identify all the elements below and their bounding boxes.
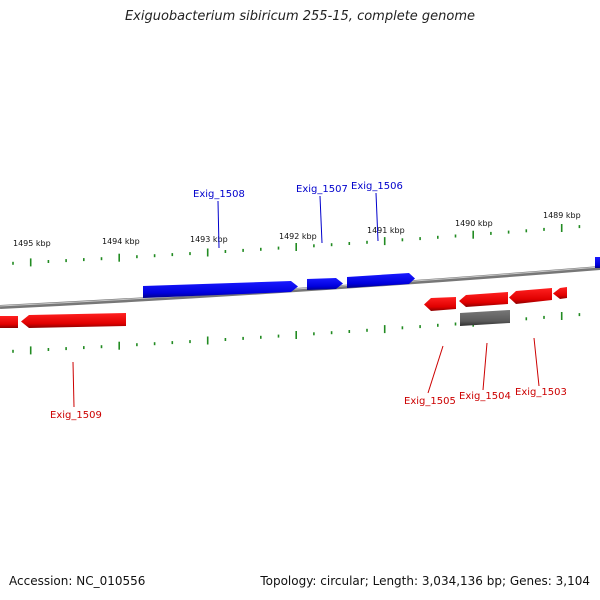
accession-label: Accession: [9,574,73,588]
gene-exig-1507[interactable] [307,278,343,290]
leader-exig-1505 [427,345,444,394]
label-exig-1508: Exig_1508 [193,189,245,200]
position-label-1493: 1493 kbp [190,235,228,244]
topology-label: Topology: [260,574,317,588]
position-label-1489: 1489 kbp [543,211,581,220]
label-exig-1509: Exig_1509 [50,410,102,421]
genome-backbone-highlight [0,266,600,307]
gene-exig-1503-a[interactable] [509,288,552,304]
gene-exig-1506[interactable] [347,273,415,288]
gene-exig-1504[interactable] [459,292,508,307]
gene-offscreen-right[interactable] [595,257,600,268]
gene-exig-1503-b[interactable] [553,287,567,299]
leader-exig-1508 [217,200,220,249]
leader-exig-1509 [72,361,75,408]
gene-exig-1508[interactable] [143,281,298,298]
position-label-1494: 1494 kbp [102,237,140,246]
position-ticks-upper [12,224,581,267]
leader-exig-1507 [319,195,323,244]
label-exig-1506: Exig_1506 [351,181,403,192]
position-label-1491: 1491 kbp [367,226,405,235]
label-exig-1503: Exig_1503 [515,387,567,398]
leader-exig-1506 [375,192,379,242]
position-label-1495: 1495 kbp [13,239,51,248]
page-title: Exiguobacterium sibiricum 255-15, comple… [124,9,476,24]
leader-exig-1503 [533,337,540,387]
label-exig-1505: Exig_1505 [404,396,456,407]
position-label-1492: 1492 kbp [279,232,317,241]
leader-exig-1504 [482,342,488,391]
position-ticks-lower [12,312,581,355]
feature-grey[interactable] [460,310,510,326]
accession-info: Accession: NC_010556 [9,574,145,588]
topology-value: circular [320,574,365,588]
label-exig-1507: Exig_1507 [296,184,348,195]
length-value: 3,034,136 bp [421,574,502,588]
length-label: Length: [372,574,419,588]
gene-offscreen-left[interactable] [0,316,18,328]
position-label-1490: 1490 kbp [455,219,493,228]
gene-exig-1509[interactable] [21,313,126,328]
genome-summary: Topology: circular; Length: 3,034,136 bp… [260,574,590,588]
genes-value: 3,104 [555,574,590,588]
label-exig-1504: Exig_1504 [459,391,511,402]
genome-backbone [0,266,600,309]
gene-exig-1505[interactable] [424,297,456,311]
accession-value: NC_010556 [76,574,146,588]
genes-label: Genes: [509,574,552,588]
